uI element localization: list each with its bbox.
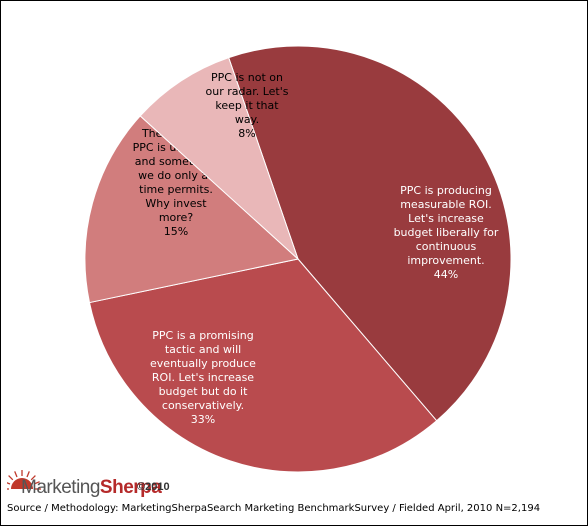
slice-label-8: PPC is not on our radar. Let's keep it tha…	[206, 71, 289, 140]
slice-percent: 44%	[434, 268, 458, 281]
copyright-notice: ©2010	[137, 481, 170, 493]
slice-label-line: time permits.	[139, 183, 213, 196]
source-methodology-note: Source / Methodology: MarketingSherpaSea…	[7, 503, 541, 514]
slice-label-line: eventually produce	[150, 357, 256, 370]
slice-label-line: improvement.	[407, 254, 484, 267]
sun-ray	[14, 471, 18, 478]
logo-word-marketing: Marketing	[21, 477, 100, 498]
slice-label-line: tactic and will	[165, 343, 241, 356]
pie-slice-44	[228, 45, 512, 422]
logo-wordmark: MarketingSherpa	[21, 477, 162, 499]
slice-label-line: continuous	[416, 240, 477, 253]
slice-label-line: keep it that	[215, 99, 279, 112]
slice-label-line: measurable ROI.	[400, 198, 492, 211]
pie-slice-33	[88, 258, 438, 473]
slice-label-line: we do only as	[138, 169, 214, 182]
pie-slice-15	[84, 115, 300, 304]
sun-ray	[26, 471, 30, 478]
slice-label-line: PPC is producing	[400, 184, 492, 197]
sun-ray	[8, 475, 14, 481]
logo-word-sherpa: Sherpa	[99, 477, 162, 498]
slice-label-line: PPC is not on	[211, 71, 283, 84]
slice-label-line: more?	[159, 211, 193, 224]
slice-percent: 15%	[164, 225, 188, 238]
slice-label-line: PPC is a promising	[152, 329, 253, 342]
marketingsherpa-logo: MarketingSherpa	[7, 463, 307, 499]
slice-label-line: conservatively.	[162, 399, 244, 412]
sun-icon	[7, 470, 41, 490]
slice-label-line: budget but do it	[159, 385, 249, 398]
sun-ray	[7, 482, 11, 485]
slice-percent: 8%	[238, 127, 255, 140]
slice-label-line: Why invest	[145, 197, 207, 210]
sun-ray	[33, 481, 40, 485]
sun-ray	[30, 475, 36, 481]
slice-label-44: PPC is producing measurable ROI. Let's inc…	[394, 184, 499, 281]
slice-label-line: ROI. Let's increase	[152, 371, 254, 384]
slice-label-line: budget liberally for	[394, 226, 499, 239]
pie-slice-8	[139, 56, 299, 260]
slice-label-33: PPC is a promising tactic and will eventua…	[150, 329, 256, 426]
slice-label-line: Let's increase	[408, 212, 484, 225]
slice-label-line: our radar. Let's	[206, 85, 289, 98]
slice-percent: 33%	[191, 413, 215, 426]
slice-label-line: way.	[235, 113, 259, 126]
